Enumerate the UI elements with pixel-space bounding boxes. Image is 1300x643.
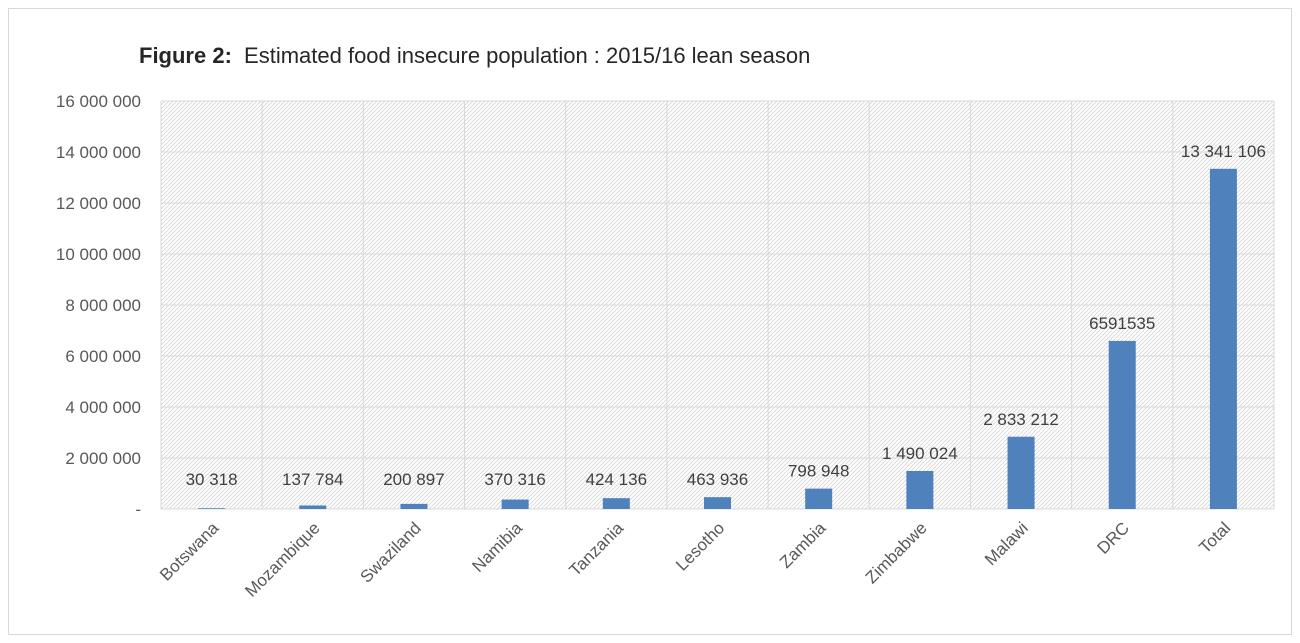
- data-label: 798 948: [788, 462, 849, 481]
- chart-frame: Figure 2: Estimated food insecure popula…: [8, 8, 1292, 635]
- bar: [1209, 168, 1237, 509]
- y-tick-label: 10 000 000: [56, 245, 141, 264]
- bar: [1108, 340, 1136, 509]
- bar: [501, 499, 529, 509]
- bar: [602, 498, 630, 509]
- chart-title: Figure 2: Estimated food insecure popula…: [139, 43, 810, 68]
- data-label: 13 341 106: [1181, 142, 1266, 161]
- bar: [198, 508, 226, 509]
- y-tick-label: 12 000 000: [56, 194, 141, 213]
- y-tick-label: 16 000 000: [56, 92, 141, 111]
- x-axis-labels: Botswana Mozambique Swaziland Namibia Tanzan…: [156, 518, 1234, 601]
- bar: [805, 488, 833, 509]
- data-label: 463 936: [687, 470, 748, 489]
- bar: [299, 505, 327, 509]
- x-category-label: Swaziland: [357, 518, 425, 586]
- x-category-label: DRC: [1094, 518, 1133, 557]
- data-label: 2 833 212: [983, 410, 1059, 429]
- x-category-label: Total: [1195, 518, 1234, 557]
- data-labels: 30 318 137 784 200 897 370 316 424 136 463 93…: [186, 142, 1266, 489]
- x-category-label: Tanzania: [566, 518, 628, 580]
- y-tick-label: 2 000 000: [65, 449, 141, 468]
- x-category-label: Malawi: [981, 518, 1032, 569]
- y-tick-label: 14 000 000: [56, 143, 141, 162]
- x-category-label: Lesotho: [672, 518, 728, 574]
- y-tick-label: -: [135, 500, 141, 519]
- x-category-label: Namibia: [468, 518, 526, 576]
- data-label: 200 897: [383, 470, 444, 489]
- chart-title-main: Estimated food insecure population : 201…: [244, 43, 810, 68]
- data-label: 424 136: [586, 470, 647, 489]
- bar-chart: Figure 2: Estimated food insecure popula…: [56, 43, 1275, 601]
- x-category-label: Mozambique: [241, 518, 323, 600]
- data-label: 137 784: [282, 470, 343, 489]
- data-label: 6591535: [1089, 314, 1155, 333]
- y-axis-ticks: - 2 000 000 4 000 000 6 000 000 8 000 000 10 …: [56, 92, 141, 519]
- y-tick-label: 6 000 000: [65, 347, 141, 366]
- gridlines: [160, 100, 1275, 510]
- y-tick-label: 8 000 000: [65, 296, 141, 315]
- x-category-label: Botswana: [156, 518, 223, 585]
- x-category-label: Zambia: [776, 518, 830, 572]
- y-tick-label: 4 000 000: [65, 398, 141, 417]
- data-label: 30 318: [186, 470, 238, 489]
- data-label: 370 316: [484, 470, 545, 489]
- bars: [198, 168, 1237, 509]
- bar: [1007, 436, 1035, 509]
- data-label: 1 490 024: [882, 444, 958, 463]
- x-category-label: Zimbabwe: [862, 518, 931, 587]
- chart-title-prefix: Figure 2:: [139, 43, 232, 68]
- bar: [400, 503, 428, 509]
- bar: [704, 497, 731, 509]
- bar: [906, 471, 934, 509]
